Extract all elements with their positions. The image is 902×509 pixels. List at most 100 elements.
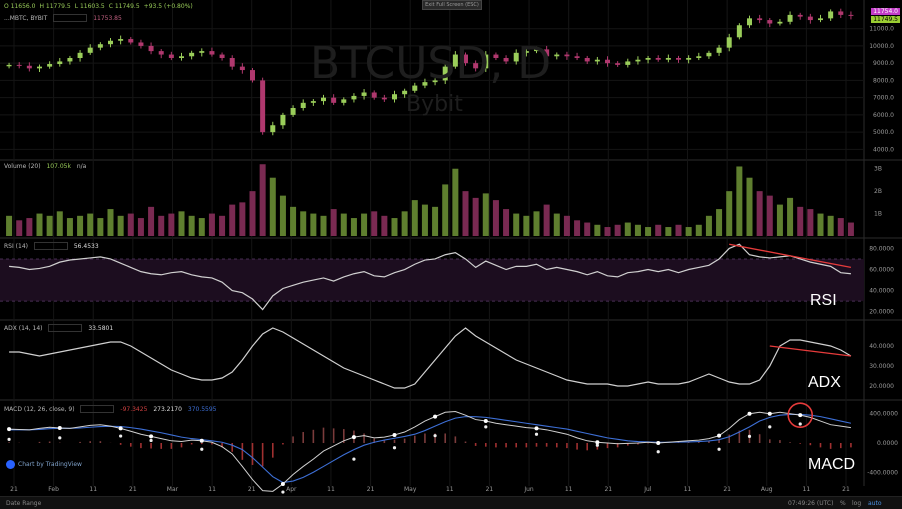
candle-body [98, 44, 103, 47]
x-tick-label: 21 [10, 486, 18, 493]
price-tick-label: 9000.0 [873, 60, 894, 67]
volume-bar [168, 214, 174, 236]
legend-buttons[interactable] [53, 14, 87, 22]
volume-bar [229, 205, 235, 236]
volume-bar [838, 218, 844, 236]
macd-histogram-bar [404, 439, 406, 443]
volume-bar [736, 166, 742, 236]
tradingview-branding[interactable]: Chart by TradingView [6, 460, 82, 469]
ohlc-item: O 11656.0 [4, 3, 35, 10]
price-tick-label: 7000.0 [873, 95, 894, 102]
macd-cross-marker [58, 426, 62, 430]
macd-histogram-bar [231, 443, 233, 452]
adx-tick-label: 30.0000 [869, 363, 894, 370]
macd-cross-dot [717, 448, 720, 451]
macd-legend-buttons[interactable] [80, 405, 114, 413]
volume-label[interactable]: Volume (20) [4, 163, 41, 170]
volume-bar [787, 198, 793, 236]
volume-bar [625, 223, 631, 236]
macd-histogram-bar [171, 443, 173, 449]
candle-body [37, 67, 42, 69]
volume-tick-label: 2B [874, 188, 882, 195]
x-tick-label: 21 [486, 486, 494, 493]
bottom-bar: Date Range 07:49:26 (UTC) % log auto [0, 496, 902, 509]
ohlc-item: C 11749.5 [109, 3, 140, 10]
candle-body [240, 67, 245, 70]
volume-bar [493, 200, 499, 236]
log-toggle[interactable]: log [852, 500, 861, 507]
candle-body [17, 65, 22, 66]
candle-body [189, 53, 194, 56]
volume-bar [250, 191, 256, 236]
adx-tick-label: 20.0000 [869, 383, 894, 390]
rsi-band [0, 259, 864, 301]
macd-histogram-bar [8, 442, 10, 443]
x-tick-label: 11 [327, 486, 335, 493]
macd-histogram-bar [485, 443, 487, 447]
macd-histogram-bar [556, 443, 558, 447]
macd-histogram-bar [181, 443, 183, 447]
macd-histogram-bar [526, 443, 528, 447]
macd-histogram-bar [607, 443, 609, 448]
macd-legend: MACD (12, 26, close, 9) -97.3425 273.217… [4, 405, 221, 413]
volume-bar [118, 216, 124, 236]
price-tag-upper: 11754.0 [871, 8, 900, 15]
candle-body [260, 80, 265, 132]
volume-legend: Volume (20) 107.05k n/a [4, 163, 90, 170]
candle-body [788, 15, 793, 22]
volume-bar [138, 218, 144, 236]
macd-signal-line [9, 414, 851, 482]
volume-bar [432, 207, 438, 236]
symbol-name: ...MBTC, BYBIT [4, 15, 47, 22]
macd-label[interactable]: MACD (12, 26, close, 9) [4, 406, 75, 413]
candle-body [311, 101, 316, 103]
macd-histogram-bar [89, 441, 91, 443]
volume-bar [422, 205, 428, 236]
macd-histogram-bar [779, 440, 781, 443]
volume-bar [716, 209, 722, 236]
volume-value: 107.05k [46, 163, 70, 170]
macd-histogram-bar [728, 435, 730, 443]
macd-cross-marker [768, 412, 772, 416]
rsi-label[interactable]: RSI (14) [4, 243, 28, 250]
price-tag-lower: 11749.5 [871, 16, 900, 23]
volume-bar [605, 227, 611, 236]
adx-trendline [770, 346, 851, 356]
volume-bar [635, 225, 641, 236]
macd-histogram-bar [140, 443, 142, 448]
rsi-legend-buttons[interactable] [34, 242, 68, 250]
macd-histogram-bar [201, 443, 203, 444]
macd-histogram-bar [505, 443, 507, 447]
candle-body [777, 22, 782, 24]
volume-bar [108, 209, 114, 236]
rsi-value: 56.4533 [74, 243, 99, 250]
macd-histogram-bar [130, 443, 132, 447]
macd-histogram-bar [769, 439, 771, 443]
macd-histogram-bar [313, 430, 315, 443]
macd-histogram-bar [850, 443, 852, 447]
auto-toggle[interactable]: auto [868, 500, 882, 507]
x-tick-label: Aug [761, 486, 773, 493]
volume-bar [554, 214, 560, 236]
volume-bar [523, 216, 529, 236]
macd-histogram-bar [79, 442, 81, 443]
macd-histogram-bar [840, 443, 842, 448]
adx-label[interactable]: ADX (14, 14) [4, 325, 43, 332]
volume-bar [797, 207, 803, 236]
volume-bar [290, 207, 296, 236]
percent-toggle[interactable]: % [840, 500, 846, 507]
date-range-button[interactable]: Date Range [6, 500, 41, 507]
candle-body [250, 70, 255, 80]
candle-body [747, 18, 752, 25]
adx-legend-buttons[interactable] [48, 324, 82, 332]
exit-fullscreen-button[interactable]: Exit Full Screen (ESC) [422, 0, 482, 10]
volume-bar [351, 218, 357, 236]
macd-histogram-bar [799, 443, 801, 444]
volume-bar [726, 191, 732, 236]
volume-bar [67, 218, 73, 236]
x-tick-label: Mar [167, 486, 179, 493]
volume-bar [594, 225, 600, 236]
macd-hist-value: -97.3425 [120, 406, 147, 413]
macd-histogram-bar [333, 428, 335, 443]
candle-body [798, 15, 803, 17]
